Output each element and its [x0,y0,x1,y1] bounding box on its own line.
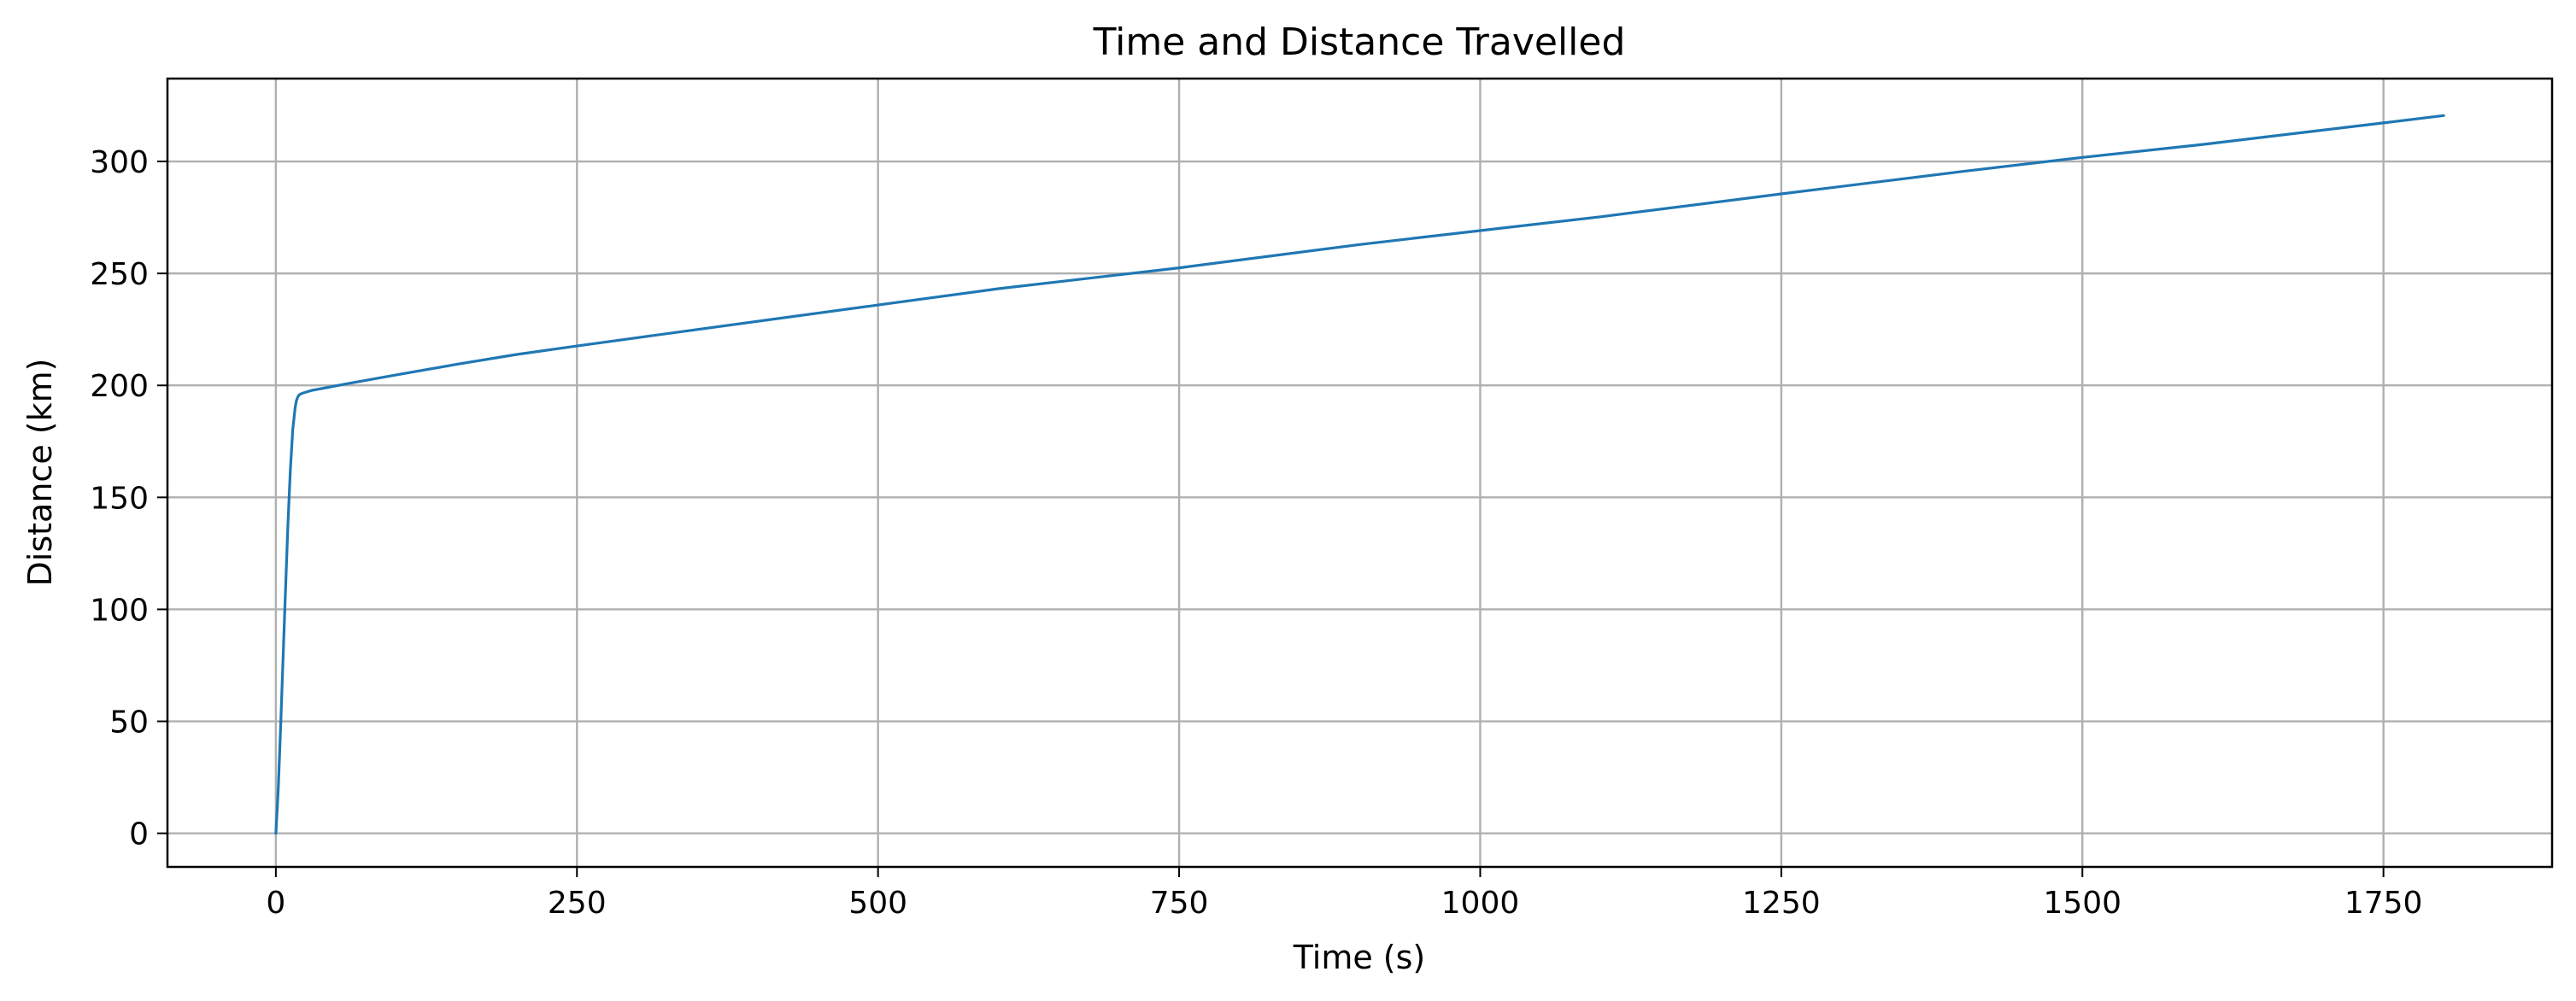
y-tick-label: 250 [90,257,149,292]
y-tick-label: 50 [109,705,149,741]
y-tick-label: 150 [90,481,149,516]
x-axis-ticks: 0 250 500 750 1000 1250 1500 1750 [266,867,2422,921]
x-tick-label: 750 [1150,886,1209,921]
y-axis-ticks: 0 50 100 150 200 250 300 [90,145,167,852]
x-tick-label: 0 [266,886,285,921]
y-tick-label: 0 [129,817,149,852]
x-tick-label: 1500 [2043,886,2121,921]
series-line [274,114,2445,835]
plot-frame [166,77,2554,869]
series-layer [274,114,2445,835]
x-tick-label: 500 [848,886,907,921]
y-tick-label: 200 [90,369,149,404]
x-tick-label: 1250 [1742,886,1821,921]
x-axis-label: Time (s) [1293,939,1426,976]
y-tick-label: 100 [90,593,149,628]
x-tick-label: 1750 [2344,886,2423,921]
grid-lines [167,79,2552,867]
x-tick-label: 1000 [1441,886,1520,921]
chart-title: Time and Distance Travelled [1093,20,1626,64]
y-tick-label: 300 [90,145,149,180]
y-axis-label: Distance (km) [21,359,59,587]
x-tick-label: 250 [548,886,607,921]
